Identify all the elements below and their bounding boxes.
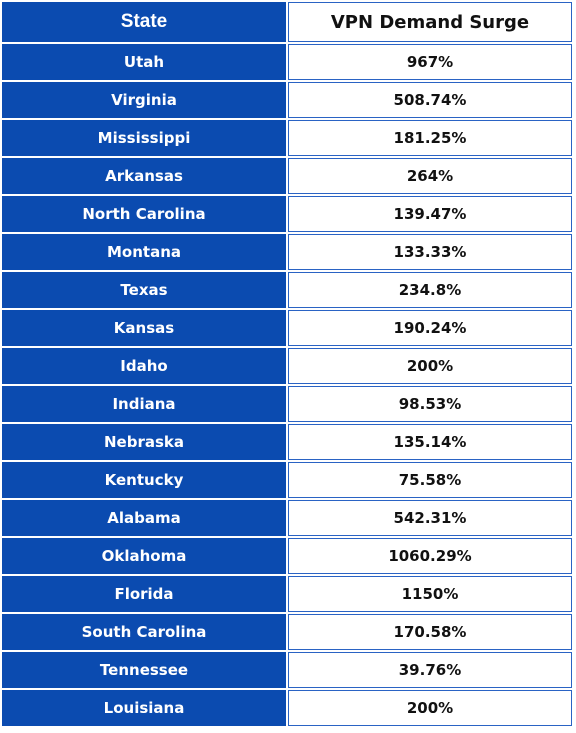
table-header-row: State VPN Demand Surge <box>2 2 572 42</box>
surge-cell: 133.33% <box>288 234 572 270</box>
table-row: Kentucky 75.58% <box>2 462 572 498</box>
state-cell: South Carolina <box>2 614 286 650</box>
surge-column-header: VPN Demand Surge <box>288 2 572 42</box>
table-row: Indiana 98.53% <box>2 386 572 422</box>
surge-cell: 200% <box>288 348 572 384</box>
surge-cell: 139.47% <box>288 196 572 232</box>
state-cell: Texas <box>2 272 286 308</box>
state-cell: Utah <box>2 44 286 80</box>
state-cell: Virginia <box>2 82 286 118</box>
surge-cell: 508.74% <box>288 82 572 118</box>
table-row: Arkansas 264% <box>2 158 572 194</box>
surge-cell: 264% <box>288 158 572 194</box>
surge-cell: 75.58% <box>288 462 572 498</box>
surge-cell: 1060.29% <box>288 538 572 574</box>
surge-cell: 39.76% <box>288 652 572 688</box>
surge-cell: 967% <box>288 44 572 80</box>
table-row: North Carolina 139.47% <box>2 196 572 232</box>
table-row: Utah 967% <box>2 44 572 80</box>
surge-cell: 200% <box>288 690 572 726</box>
table-row: Virginia 508.74% <box>2 82 572 118</box>
table-row: Texas 234.8% <box>2 272 572 308</box>
surge-cell: 1150% <box>288 576 572 612</box>
table-row: Louisiana 200% <box>2 690 572 726</box>
state-cell: Indiana <box>2 386 286 422</box>
table-row: Kansas 190.24% <box>2 310 572 346</box>
surge-cell: 135.14% <box>288 424 572 460</box>
state-cell: Mississippi <box>2 120 286 156</box>
table-row: Idaho 200% <box>2 348 572 384</box>
surge-cell: 542.31% <box>288 500 572 536</box>
state-cell: Kansas <box>2 310 286 346</box>
surge-cell: 170.58% <box>288 614 572 650</box>
table-row: South Carolina 170.58% <box>2 614 572 650</box>
table-body: Utah 967% Virginia 508.74% Mississippi 1… <box>2 44 572 726</box>
state-cell: Nebraska <box>2 424 286 460</box>
table-row: Mississippi 181.25% <box>2 120 572 156</box>
surge-cell: 190.24% <box>288 310 572 346</box>
surge-cell: 234.8% <box>288 272 572 308</box>
table-row: Alabama 542.31% <box>2 500 572 536</box>
table-row: Tennessee 39.76% <box>2 652 572 688</box>
state-cell: Alabama <box>2 500 286 536</box>
table-row: Nebraska 135.14% <box>2 424 572 460</box>
state-cell: Florida <box>2 576 286 612</box>
state-cell: Arkansas <box>2 158 286 194</box>
table-row: Montana 133.33% <box>2 234 572 270</box>
state-cell: Tennessee <box>2 652 286 688</box>
state-column-header: State <box>2 2 286 42</box>
state-cell: North Carolina <box>2 196 286 232</box>
state-cell: Montana <box>2 234 286 270</box>
state-cell: Oklahoma <box>2 538 286 574</box>
table-row: Florida 1150% <box>2 576 572 612</box>
state-cell: Idaho <box>2 348 286 384</box>
state-cell: Louisiana <box>2 690 286 726</box>
state-cell: Kentucky <box>2 462 286 498</box>
surge-cell: 181.25% <box>288 120 572 156</box>
table-row: Oklahoma 1060.29% <box>2 538 572 574</box>
surge-cell: 98.53% <box>288 386 572 422</box>
